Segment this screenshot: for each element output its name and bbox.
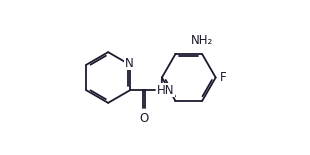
- Text: F: F: [220, 71, 227, 84]
- Text: O: O: [139, 112, 148, 125]
- Text: N: N: [125, 57, 134, 70]
- Text: HN: HN: [157, 84, 175, 97]
- Text: NH₂: NH₂: [191, 34, 213, 47]
